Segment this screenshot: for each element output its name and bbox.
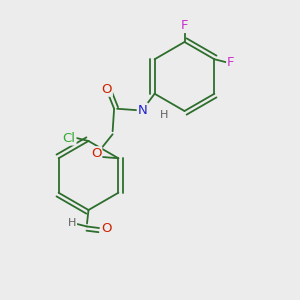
Text: H: H: [68, 218, 76, 229]
Text: O: O: [101, 83, 112, 96]
Text: F: F: [227, 56, 235, 69]
Text: F: F: [181, 19, 188, 32]
Text: Cl: Cl: [62, 131, 76, 145]
Text: O: O: [101, 221, 112, 235]
Text: O: O: [91, 147, 101, 160]
Text: N: N: [138, 104, 148, 117]
Text: H: H: [159, 110, 168, 120]
